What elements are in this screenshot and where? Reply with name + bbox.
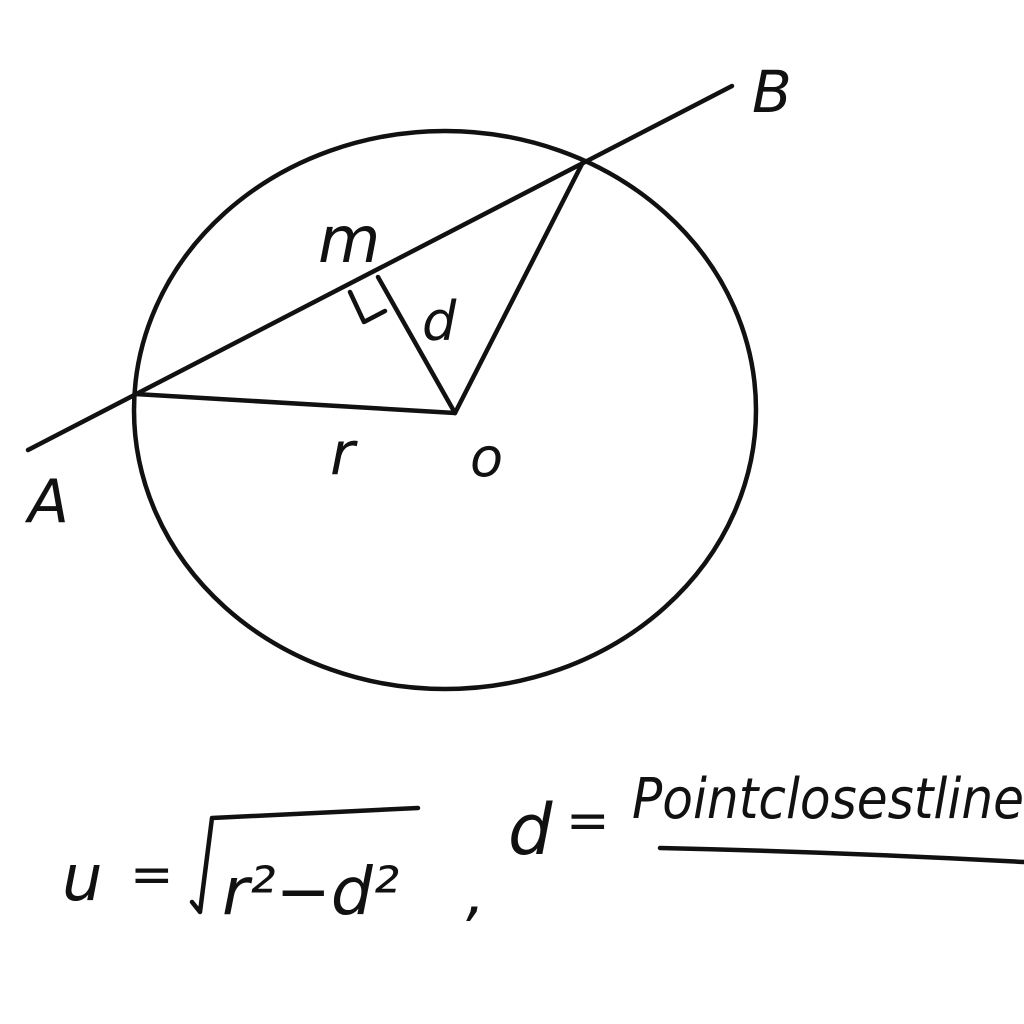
- line-ab: [25, 83, 735, 453]
- label-distance-d: d: [422, 290, 457, 353]
- label-point-b: B: [752, 58, 792, 126]
- formula-comma: ,: [466, 859, 485, 929]
- right-angle-marker: [347, 289, 388, 325]
- circle: [131, 128, 759, 692]
- formula-lhs: u: [62, 842, 103, 916]
- definition-underline: [657, 845, 1024, 865]
- sqrt-symbol: [189, 805, 421, 915]
- distance-line: [375, 274, 458, 416]
- label-center-o: o: [470, 426, 503, 489]
- definition-text: Pointclosestline: [632, 767, 1024, 832]
- label-midpoint-m: m: [318, 204, 380, 278]
- label-point-a: A: [24, 467, 69, 537]
- definition-d: d: [508, 789, 553, 871]
- radius-line-left: [132, 391, 458, 416]
- definition-equals: =: [566, 791, 610, 851]
- formula-equals: =: [130, 845, 174, 905]
- label-radius-r: r: [330, 419, 358, 489]
- radius-line-right: [452, 159, 586, 416]
- formula-radicand: r²−d²: [222, 853, 399, 930]
